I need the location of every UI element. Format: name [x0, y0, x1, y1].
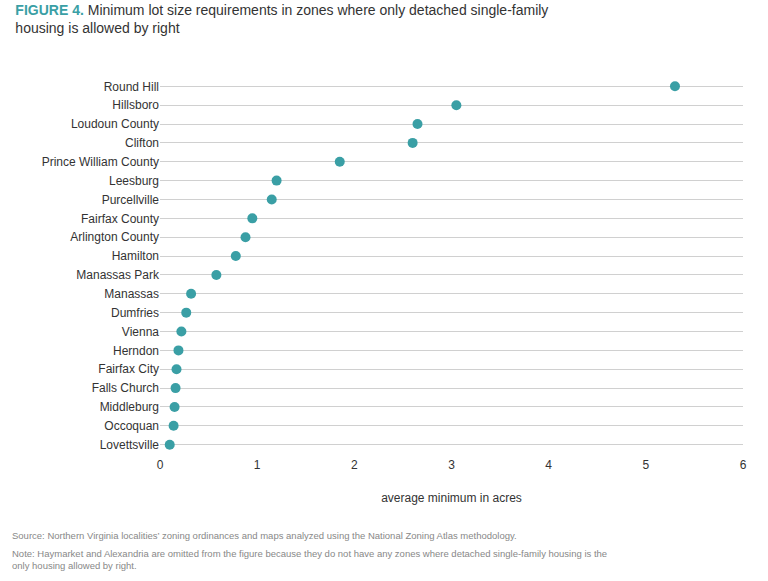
svg-text:Note: Haymarket and Alexandria: Note: Haymarket and Alexandria are omitt…: [12, 548, 607, 571]
svg-text:Dumfries: Dumfries: [111, 306, 159, 320]
svg-text:Herndon: Herndon: [113, 344, 159, 358]
svg-text:Occoquan: Occoquan: [104, 419, 159, 433]
svg-text:1: 1: [254, 458, 261, 472]
svg-text:4: 4: [545, 458, 552, 472]
svg-text:Fairfax City: Fairfax City: [98, 362, 159, 376]
svg-text:average minimum in acres: average minimum in acres: [381, 491, 522, 505]
svg-text:Purcellville: Purcellville: [102, 193, 160, 207]
svg-text:Manassas Park: Manassas Park: [76, 268, 160, 282]
svg-text:FIGURE 4. Minimum lot size req: FIGURE 4. Minimum lot size requirements …: [15, 2, 548, 36]
svg-text:Round Hill: Round Hill: [104, 80, 159, 94]
svg-text:Falls Church: Falls Church: [92, 381, 159, 395]
svg-text:3: 3: [448, 458, 455, 472]
svg-text:Clifton: Clifton: [125, 136, 159, 150]
svg-text:Lovettsville: Lovettsville: [100, 438, 160, 452]
svg-text:Prince William County: Prince William County: [42, 155, 159, 169]
svg-text:Leesburg: Leesburg: [109, 174, 159, 188]
svg-text:Vienna: Vienna: [122, 325, 159, 339]
svg-text:5: 5: [642, 458, 649, 472]
svg-text:2: 2: [351, 458, 358, 472]
svg-text:Source: Northern Virginia loca: Source: Northern Virginia localities’ zo…: [12, 530, 517, 541]
svg-text:Middleburg: Middleburg: [100, 400, 159, 414]
svg-text:Hillsboro: Hillsboro: [112, 98, 159, 112]
svg-text:6: 6: [740, 458, 747, 472]
svg-text:Manassas: Manassas: [104, 287, 159, 301]
svg-text:Arlington County: Arlington County: [70, 230, 159, 244]
svg-text:Hamilton: Hamilton: [112, 249, 159, 263]
svg-text:Fairfax County: Fairfax County: [81, 212, 159, 226]
svg-text:0: 0: [157, 458, 164, 472]
svg-text:Loudoun County: Loudoun County: [71, 117, 159, 131]
